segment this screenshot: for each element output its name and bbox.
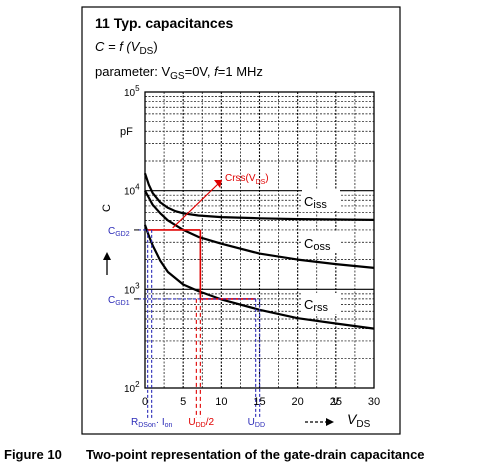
cgd2-label: CGD2 bbox=[108, 226, 130, 238]
series-layer bbox=[143, 172, 375, 330]
cgd1-label: CGD1 bbox=[108, 295, 130, 307]
crss-arrow-head bbox=[214, 180, 222, 188]
series-label-bg-ciss bbox=[302, 190, 340, 211]
crss-arrow-line bbox=[172, 183, 219, 229]
y-tick-label: 104 bbox=[124, 183, 140, 198]
x-tick-label: 10 bbox=[215, 396, 227, 408]
figure-caption-text: Two-point representation of the gate-dra… bbox=[86, 447, 425, 462]
x-unit-label: V bbox=[332, 396, 340, 408]
series-label-bg-crss bbox=[302, 293, 340, 314]
series-line-crss bbox=[143, 224, 375, 330]
y-tick-label: 105 bbox=[124, 84, 140, 99]
y-axis-label: C bbox=[101, 204, 113, 212]
rdson-ion-label: RDSon· Ion bbox=[131, 417, 173, 429]
tick-labels: 102 103 104 105 0 5 10 15 20 25 30 bbox=[124, 84, 380, 408]
series-label-bg-coss bbox=[302, 232, 340, 253]
x-tick-label: 30 bbox=[368, 396, 380, 408]
figure-caption: Figure 10 Two-point representation of the… bbox=[4, 447, 425, 462]
chart-formula: C = f (VDS) bbox=[95, 39, 158, 57]
series-label-crss: Crss bbox=[304, 297, 329, 314]
y-unit-label: pF bbox=[120, 126, 133, 138]
x-tick-label: 20 bbox=[292, 396, 304, 408]
series-line-ciss bbox=[143, 172, 375, 221]
figure-number: Figure 10 bbox=[4, 447, 62, 462]
chart-parameter: parameter: VGS=0V, f=1 MHz bbox=[95, 64, 263, 82]
x-tick-label: 5 bbox=[180, 396, 186, 408]
y-tick-label: 102 bbox=[124, 380, 140, 395]
x-axis-arrow bbox=[305, 418, 334, 426]
crss-vds-label: Crss(VDS) bbox=[225, 173, 269, 186]
series-label-ciss: Ciss bbox=[304, 194, 327, 211]
annotation-layer: Ciss Coss Crss Crss(VDS) CGD2 CGD1 RDSon· Ion U… bbox=[108, 173, 340, 429]
udd-label: UDD bbox=[248, 417, 265, 429]
udd-half-label: UDD/2 bbox=[188, 417, 214, 429]
series-label-coss: Coss bbox=[304, 236, 331, 253]
y-axis-arrow bbox=[103, 252, 111, 275]
x-tick-label: 15 bbox=[253, 396, 265, 408]
x-axis-label: VDS bbox=[347, 411, 371, 430]
x-tick-label: 25 bbox=[330, 396, 342, 408]
series-line-coss bbox=[144, 190, 375, 269]
y-tick-label: 103 bbox=[124, 281, 140, 296]
chart-title: 11 Typ. capacitances bbox=[95, 15, 233, 31]
x-tick-label: 0 bbox=[142, 396, 148, 408]
